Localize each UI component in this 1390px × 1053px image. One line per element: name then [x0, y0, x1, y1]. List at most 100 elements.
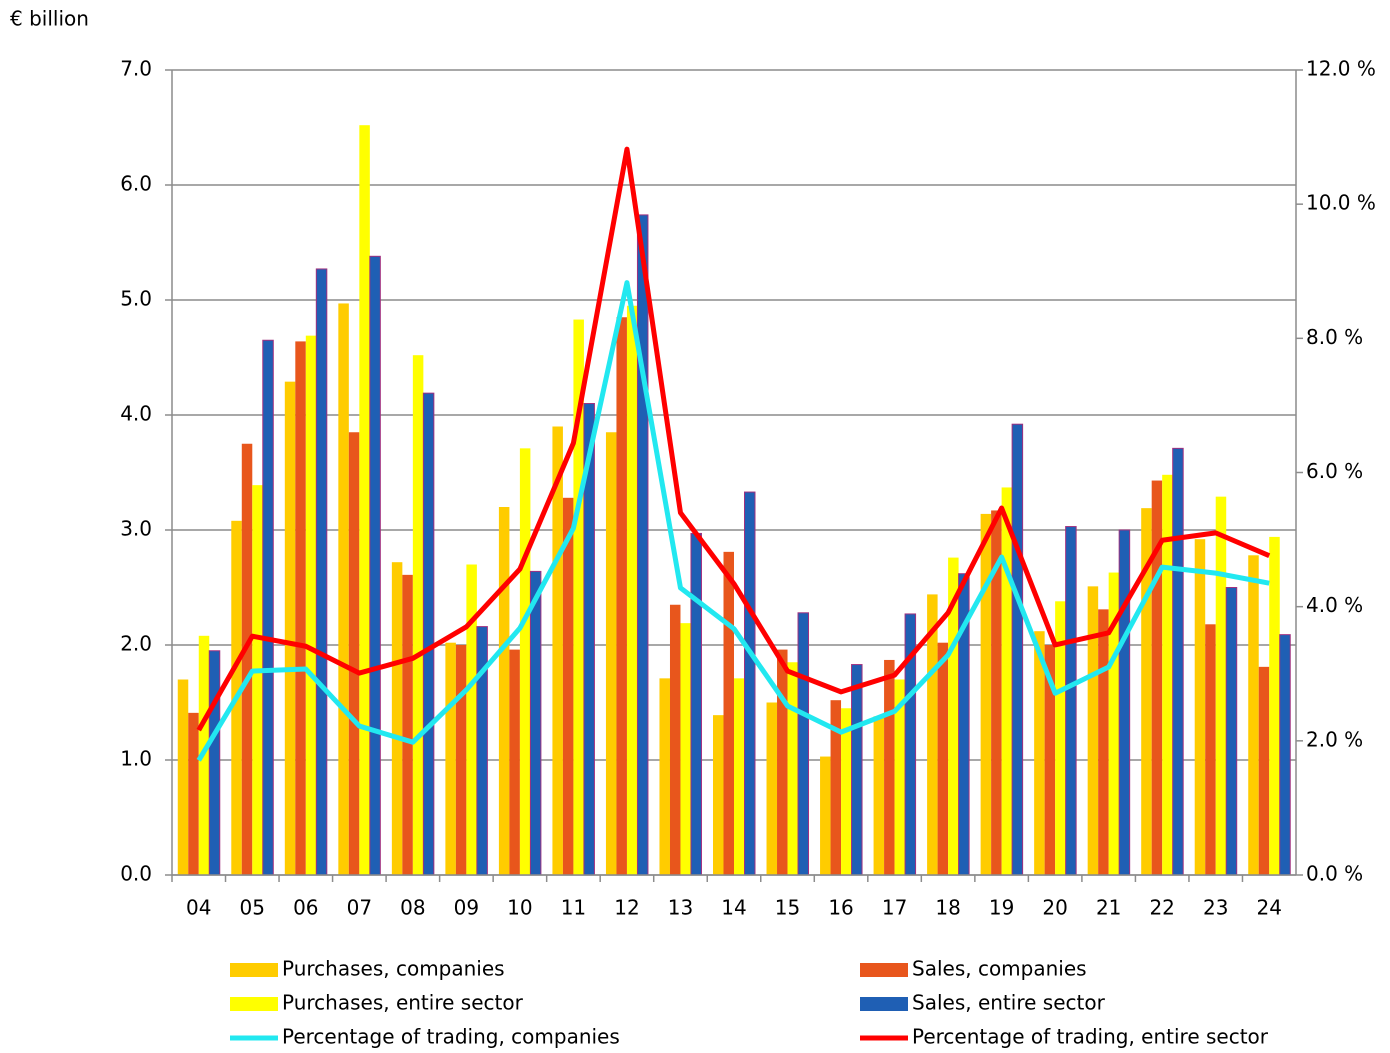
- bar: [1001, 487, 1013, 875]
- line: [196, 146, 1271, 732]
- legend-label: Percentage of trading, companies: [282, 1025, 620, 1049]
- bar: [498, 507, 510, 875]
- x-tick-label: 15: [775, 896, 800, 920]
- bar: [690, 532, 702, 876]
- x-tick-label: 12: [614, 896, 639, 920]
- bar: [1034, 631, 1045, 875]
- x-tick-label: 22: [1149, 896, 1174, 920]
- x-tick-label: 19: [989, 896, 1014, 920]
- bar: [1044, 645, 1056, 875]
- bar: [1011, 423, 1024, 876]
- bar: [445, 642, 456, 875]
- bar: [252, 485, 263, 875]
- y2-tick-label: 2.0 %: [1306, 727, 1363, 751]
- bar: [1098, 609, 1109, 875]
- bar: [1248, 555, 1259, 875]
- bar: [713, 715, 724, 875]
- legend-swatch: [860, 963, 908, 977]
- bar: [338, 303, 349, 875]
- bar: [315, 268, 328, 876]
- x-tick-label: 17: [882, 896, 907, 920]
- y-tick-label: 7.0: [120, 57, 152, 81]
- bar: [1141, 508, 1152, 875]
- x-tick-label: 20: [1042, 896, 1067, 920]
- bar: [1087, 586, 1099, 875]
- y2-tick-label: 12.0 %: [1306, 57, 1376, 81]
- x-tick-label: 18: [935, 896, 960, 920]
- bar: [777, 649, 788, 875]
- bar: [177, 679, 189, 875]
- bar: [208, 650, 221, 876]
- bar: [305, 335, 317, 875]
- bar: [295, 341, 306, 875]
- y-tick-label: 1.0: [120, 747, 152, 771]
- bar: [1151, 480, 1163, 875]
- y-tick-label: 3.0: [120, 517, 152, 541]
- bar: [636, 214, 649, 876]
- y2-tick-label: 4.0 %: [1306, 593, 1363, 617]
- bar: [1065, 526, 1077, 876]
- x-tick-label: 21: [1096, 896, 1121, 920]
- x-tick-label: 10: [507, 896, 532, 920]
- bar: [830, 700, 842, 875]
- x-tick-label: 04: [186, 896, 211, 920]
- bar: [241, 443, 253, 875]
- bar: [1205, 624, 1216, 875]
- x-tick-label: 13: [668, 896, 693, 920]
- bar: [787, 662, 799, 875]
- y-axis-label: € billion: [10, 7, 89, 31]
- bar: [552, 426, 563, 875]
- legend-label: Percentage of trading, entire sector: [912, 1025, 1269, 1049]
- bar: [1225, 587, 1238, 876]
- bar: [723, 551, 734, 875]
- bar: [980, 513, 992, 875]
- bar: [626, 305, 638, 875]
- bar: [391, 562, 403, 875]
- y-tick-label: 5.0: [120, 287, 152, 311]
- bar: [734, 678, 745, 875]
- legend-label: Purchases, companies: [282, 957, 505, 981]
- bar: [1055, 601, 1066, 875]
- x-tick-label: 09: [454, 896, 479, 920]
- bar: [680, 623, 691, 875]
- bar: [573, 319, 584, 875]
- bar: [1269, 536, 1280, 875]
- bar: [509, 649, 520, 875]
- bar: [262, 339, 274, 876]
- bar: [1162, 474, 1173, 875]
- y-tick-label: 0.0: [120, 862, 152, 886]
- legend-swatch: [230, 963, 278, 977]
- y2-tick-label: 10.0 %: [1306, 191, 1376, 215]
- bar: [948, 557, 959, 875]
- bar: [797, 612, 810, 876]
- bar: [894, 679, 906, 875]
- bar: [659, 678, 670, 875]
- bar: [873, 716, 885, 875]
- x-tick-label: 07: [347, 896, 372, 920]
- bar: [841, 708, 852, 875]
- bar: [1215, 496, 1227, 875]
- line: [196, 280, 1270, 762]
- bar: [369, 255, 381, 876]
- x-tick-label: 16: [828, 896, 853, 920]
- bar: [348, 432, 360, 875]
- x-tick-label: 11: [561, 896, 586, 920]
- bar: [412, 355, 424, 875]
- x-tick-label: 23: [1203, 896, 1228, 920]
- x-tick-label: 05: [240, 896, 265, 920]
- bar: [1279, 634, 1291, 876]
- bar: [188, 712, 199, 875]
- bar: [820, 756, 831, 875]
- bar: [991, 510, 1002, 875]
- bar: [455, 645, 467, 875]
- y2-tick-label: 0.0 %: [1306, 862, 1363, 886]
- y-tick-label: 2.0: [120, 632, 152, 656]
- x-tick-label: 08: [400, 896, 425, 920]
- bar: [669, 604, 681, 875]
- legend-swatch: [860, 997, 908, 1011]
- bar: [1258, 666, 1270, 875]
- x-tick-label: 06: [293, 896, 318, 920]
- x-tick-label: 24: [1257, 896, 1282, 920]
- bar: [1118, 529, 1131, 876]
- bar: [519, 448, 531, 875]
